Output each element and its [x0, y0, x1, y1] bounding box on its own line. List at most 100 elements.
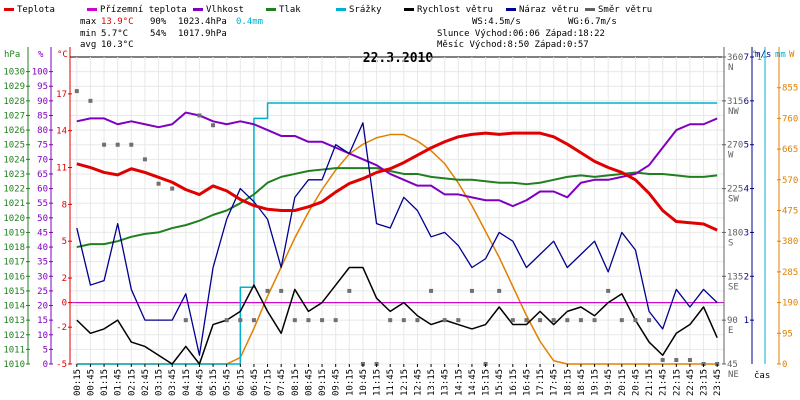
wind-dir-tick-label-4: 180 — [727, 228, 743, 238]
stat-min-temp: 5.7°C — [101, 29, 128, 39]
wind-dir-point-36 — [565, 318, 570, 323]
x-tick-label-35: 17:45 — [550, 369, 560, 396]
pressure-unit-label: hPa — [4, 50, 20, 60]
wind-speed-tick-label-4: 5 — [744, 141, 749, 151]
x-tick-label-8: 04:15 — [182, 369, 192, 396]
humidity-tick-label-18: 90 — [37, 97, 48, 107]
wind-dir-point-14 — [265, 288, 270, 293]
pressure-tick-label-7: 1017 — [3, 258, 25, 268]
pressure-tick-label-12: 1022 — [3, 185, 25, 195]
pressure-tick-label-3: 1013 — [3, 316, 25, 326]
solar-tick-label-6: 570 — [782, 176, 798, 186]
wind-dir-point-11 — [224, 318, 229, 323]
x-tick-label-38: 19:15 — [591, 369, 601, 396]
x-tick-label-17: 08:45 — [304, 369, 314, 396]
legend-label-4: Srážky — [349, 5, 382, 15]
wind-dir-point-41 — [633, 318, 638, 323]
series-pressure — [76, 167, 718, 249]
x-tick-label-45: 22:45 — [686, 369, 696, 396]
legend-label-0: Teplota — [17, 5, 55, 15]
wind-speed-tick-label-3: 4 — [744, 185, 749, 195]
x-tick-label-7: 03:45 — [168, 369, 178, 396]
wind-dir-tick-label-2: 270 — [727, 141, 743, 151]
temperature-tick-label-7: 14 — [56, 127, 67, 137]
x-tick-label-24: 12:15 — [400, 369, 410, 396]
x-tick-label-3: 01:45 — [114, 369, 124, 396]
wind-dir-tick-label-1: 315 — [727, 97, 743, 107]
wind-dir-point-28 — [456, 318, 461, 323]
pressure-tick-label-14: 1024 — [3, 155, 25, 165]
x-tick-label-28: 14:15 — [454, 369, 464, 396]
wind-dir-compass-3: SW — [728, 195, 739, 205]
solar-tick-label-0: 0 — [782, 360, 787, 370]
temperature-unit-label: °C — [57, 50, 68, 60]
wind-dir-point-33 — [524, 318, 529, 323]
solar-unit-label: W — [789, 50, 795, 60]
humidity-tick-label-8: 40 — [37, 243, 48, 253]
humidity-tick-label-20: 100 — [32, 68, 48, 78]
temperature-tick-label-6: 11 — [56, 164, 67, 174]
series-humidity — [76, 111, 718, 208]
stat-max-temp: 13.9°C — [101, 17, 134, 27]
wind-dir-compass-2: W — [728, 151, 734, 161]
wind-dir-tick-label-0: 360 — [727, 53, 743, 63]
wind-speed-tick-label-5: 6 — [744, 97, 749, 107]
x-tick-label-20: 10:15 — [345, 369, 355, 396]
legend-label-2: Vlhkost — [206, 5, 244, 15]
x-tick-label-23: 11:45 — [386, 369, 396, 396]
pressure-tick-label-11: 1021 — [3, 199, 25, 209]
wind-dir-point-12 — [238, 318, 243, 323]
humidity-tick-label-7: 35 — [37, 258, 48, 268]
wind-dir-compass-1: NW — [728, 107, 739, 117]
x-tick-label-16: 08:15 — [291, 369, 301, 396]
x-tick-label-29: 14:45 — [468, 369, 478, 396]
wind-dir-point-23 — [388, 318, 393, 323]
humidity-tick-label-19: 95 — [37, 82, 48, 92]
pressure-tick-label-16: 1026 — [3, 126, 25, 136]
wind-dir-point-35 — [551, 318, 556, 323]
wind-dir-point-40 — [619, 318, 624, 323]
temperature-tick-label-8: 17 — [56, 90, 67, 100]
series-wind-gust — [76, 122, 718, 356]
x-tick-label-21: 10:45 — [359, 369, 369, 396]
temperature-tick-label-1: -2 — [56, 323, 67, 333]
x-tick-label-26: 13:15 — [427, 369, 437, 396]
humidity-tick-label-9: 45 — [37, 228, 48, 238]
wind-speed-tick-label-1: 2 — [744, 272, 749, 282]
wind-dir-point-44 — [674, 358, 679, 362]
pressure-tick-label-8: 1018 — [3, 243, 25, 253]
x-tick-label-15: 07:45 — [277, 369, 287, 396]
pressure-tick-label-9: 1019 — [3, 228, 25, 238]
pressure-tick-label-19: 1029 — [3, 82, 25, 92]
wind-dir-compass-6: E — [728, 326, 733, 336]
wind-dir-point-7 — [170, 186, 175, 191]
stat-max-hum: 90% — [150, 17, 167, 27]
x-tick-label-46: 23:15 — [700, 369, 710, 396]
humidity-tick-label-13: 65 — [37, 170, 48, 180]
pressure-tick-label-0: 1010 — [3, 360, 25, 370]
stat-wg: WG:6.7m/s — [568, 17, 617, 27]
wind-dir-point-31 — [497, 288, 502, 293]
wind-dir-point-32 — [510, 318, 515, 323]
pressure-tick-label-6: 1016 — [3, 272, 25, 282]
legend-label-7: Směr větru — [598, 5, 652, 15]
x-tick-label-41: 20:45 — [631, 369, 641, 396]
stat-avg-label: avg — [80, 40, 96, 50]
x-tick-label-43: 21:45 — [659, 369, 669, 396]
axes: 1010101110121013101410151016101710181019… — [3, 47, 798, 380]
x-tick-label-37: 18:45 — [577, 369, 587, 396]
wind-dir-point-26 — [429, 288, 434, 293]
pressure-tick-label-2: 1012 — [3, 331, 25, 341]
pressure-tick-label-1: 1011 — [3, 345, 25, 355]
wind-dir-point-20 — [347, 288, 352, 293]
solar-tick-label-7: 665 — [782, 145, 798, 155]
solar-tick-label-4: 380 — [782, 237, 798, 247]
solar-tick-label-2: 190 — [782, 299, 798, 309]
humidity-tick-label-3: 15 — [37, 316, 48, 326]
wind-dir-compass-5: SE — [728, 282, 739, 292]
solar-tick-label-8: 760 — [782, 114, 798, 124]
legend-swatch-6 — [506, 8, 516, 11]
wind-dir-point-8 — [183, 318, 188, 323]
legend-label-6: Náraz větru — [519, 5, 579, 15]
